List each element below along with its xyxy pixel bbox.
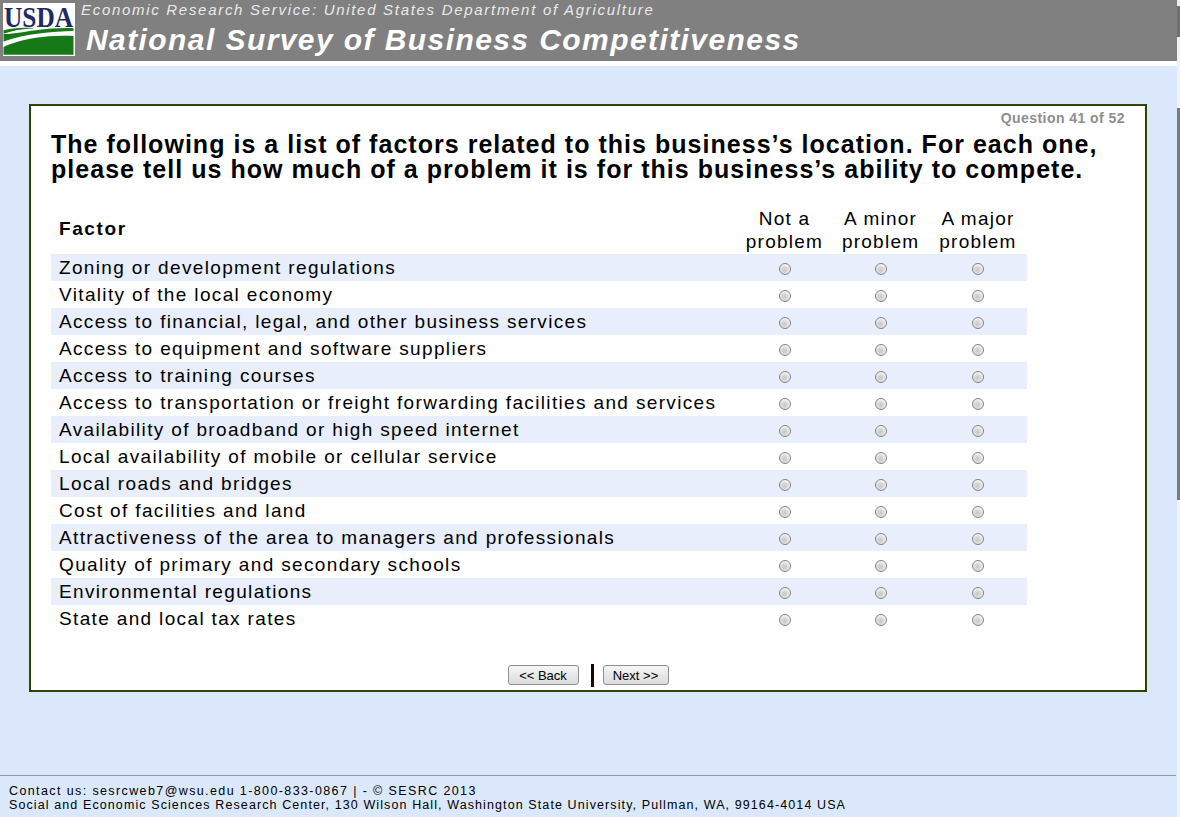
svg-text:USDA: USDA [4,3,73,33]
